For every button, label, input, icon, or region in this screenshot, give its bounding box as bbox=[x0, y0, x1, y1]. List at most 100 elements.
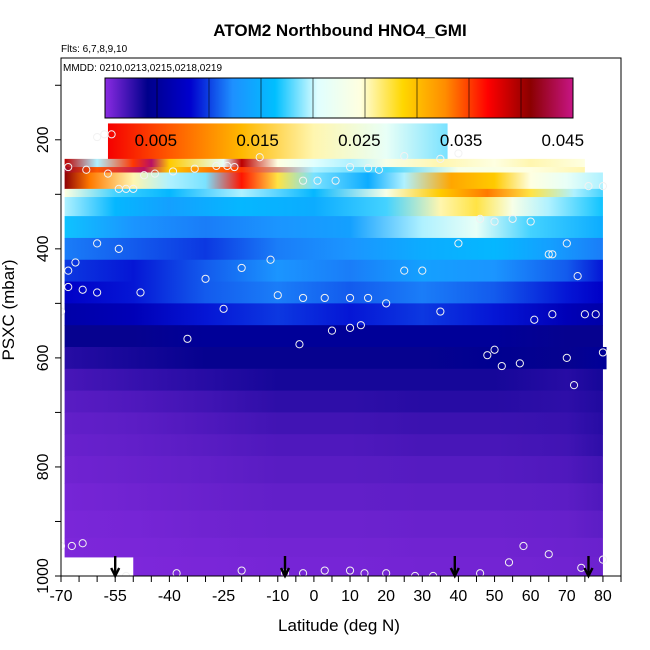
observation-point bbox=[374, 165, 384, 174]
observation-point bbox=[230, 162, 239, 172]
x-tick-label: 10 bbox=[341, 588, 359, 605]
observation-point bbox=[136, 288, 145, 297]
y-tick-label: 600 bbox=[35, 344, 52, 371]
observation-point bbox=[569, 381, 579, 390]
observation-point bbox=[183, 334, 192, 343]
observation-point bbox=[515, 359, 524, 368]
heatmap-layer bbox=[64, 456, 603, 484]
observation-point bbox=[530, 315, 539, 324]
heatmap-layer bbox=[64, 167, 585, 174]
heatmap-layer bbox=[64, 412, 603, 435]
observation-points bbox=[61, 130, 608, 576]
observation-point bbox=[273, 291, 282, 300]
observation-point bbox=[255, 153, 264, 162]
heatmap-layer bbox=[64, 483, 603, 512]
observation-point bbox=[475, 569, 485, 576]
observation-point bbox=[327, 326, 337, 335]
x-tick-label: 0 bbox=[309, 588, 318, 605]
heatmap-layer bbox=[64, 281, 603, 304]
observation-point bbox=[519, 541, 528, 551]
heatmap-layer bbox=[64, 510, 603, 539]
observation-point bbox=[490, 217, 499, 226]
observation-point bbox=[320, 293, 329, 303]
observation-point bbox=[345, 162, 355, 172]
observation-point bbox=[497, 361, 506, 371]
flights-note: Flts: 6,7,8,9,10 bbox=[61, 44, 128, 55]
x-tick-label: 20 bbox=[377, 588, 395, 605]
colorbar bbox=[104, 77, 574, 119]
observation-point bbox=[237, 263, 246, 273]
observation-point bbox=[237, 566, 246, 575]
observation-point bbox=[580, 310, 589, 319]
observation-point bbox=[64, 282, 73, 292]
chart-title: ATOM2 Northbound HNO4_GMI bbox=[213, 21, 466, 40]
observation-point bbox=[345, 566, 355, 575]
y-tick-label: 200 bbox=[35, 126, 52, 153]
observation-point bbox=[382, 299, 391, 308]
observation-point bbox=[584, 182, 593, 191]
y-tick-label: 400 bbox=[35, 235, 52, 262]
heatmap-layer bbox=[64, 216, 603, 239]
observation-point bbox=[504, 558, 514, 567]
observation-point bbox=[436, 154, 445, 163]
observation-point bbox=[475, 214, 485, 223]
observation-point bbox=[598, 182, 608, 191]
colorbar-tick-label: 0.045 bbox=[542, 131, 585, 150]
observation-point bbox=[562, 239, 571, 248]
heatmap-layer bbox=[64, 158, 585, 168]
observation-point bbox=[172, 569, 181, 576]
observation-point bbox=[544, 550, 553, 559]
plot-frame bbox=[60, 57, 622, 577]
heatmap-layer bbox=[64, 172, 603, 190]
observation-point bbox=[298, 293, 308, 303]
observation-point bbox=[363, 164, 373, 173]
heatmap-layer bbox=[64, 188, 603, 198]
heatmap-layer bbox=[64, 434, 603, 457]
heatmap-layer bbox=[64, 303, 603, 326]
x-axis-label: Latitude (deg N) bbox=[278, 616, 400, 635]
observation-point bbox=[331, 176, 340, 185]
x-tick-label: 50 bbox=[486, 588, 504, 605]
observation-point bbox=[418, 266, 427, 275]
observation-point bbox=[598, 555, 608, 564]
observation-point bbox=[129, 184, 138, 193]
dates-note: MMDD: 0210,0213,0215,0218,0219 bbox=[63, 63, 222, 74]
observation-point bbox=[93, 239, 102, 248]
observation-point bbox=[114, 244, 123, 253]
observation-point bbox=[139, 171, 149, 180]
y-tick-label: 800 bbox=[35, 454, 52, 481]
observation-point bbox=[382, 569, 391, 576]
observation-point bbox=[78, 539, 87, 548]
heatmap-layer bbox=[64, 346, 607, 370]
observation-point bbox=[562, 353, 571, 362]
observation-point bbox=[548, 250, 557, 259]
observation-point bbox=[71, 258, 80, 267]
x-tick-label: -10 bbox=[266, 588, 289, 605]
colorbar-tick-label: 0.005 bbox=[135, 131, 178, 150]
observation-point bbox=[313, 176, 322, 185]
x-tick-label: 30 bbox=[413, 588, 431, 605]
x-tick-label: -55 bbox=[104, 588, 127, 605]
observation-point bbox=[526, 217, 535, 226]
heatmap-layer bbox=[64, 368, 603, 392]
observation-point bbox=[573, 272, 582, 281]
heatmap-layer bbox=[64, 259, 603, 283]
observation-point bbox=[508, 214, 517, 223]
observation-point bbox=[320, 566, 329, 575]
x-tick-label: -70 bbox=[49, 588, 72, 605]
x-tick-label: 80 bbox=[594, 588, 612, 605]
observation-point bbox=[454, 239, 463, 248]
y-tick-label: 1000 bbox=[35, 558, 52, 594]
observation-point bbox=[363, 293, 373, 303]
heatmap-layer bbox=[64, 537, 603, 558]
observation-point bbox=[454, 149, 463, 158]
x-tick-label: -25 bbox=[212, 588, 235, 605]
observation-point bbox=[150, 169, 160, 178]
x-axis: -70 -55 -40 -25 -10 0 10 20 30 40 50 60 70 80 bbox=[49, 576, 622, 605]
x-tick-label: -40 bbox=[158, 588, 181, 605]
observation-point bbox=[64, 266, 73, 275]
observation-point bbox=[67, 541, 76, 551]
heatmap-layer bbox=[64, 325, 603, 348]
observation-point bbox=[591, 310, 600, 319]
